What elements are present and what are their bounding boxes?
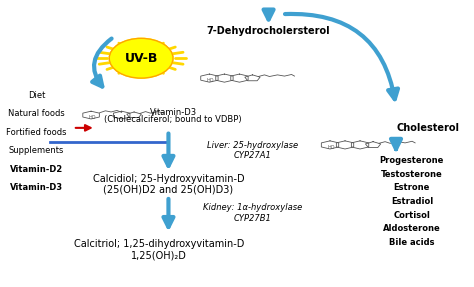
Text: Estrone: Estrone xyxy=(394,183,430,192)
Text: Aldosterone: Aldosterone xyxy=(383,224,441,233)
Text: Vitamin-D3: Vitamin-D3 xyxy=(10,183,63,192)
Text: Testosterone: Testosterone xyxy=(381,170,443,179)
Text: Cholesterol: Cholesterol xyxy=(396,123,459,133)
Text: Liver: 25-hydroxylase
CYP27A1: Liver: 25-hydroxylase CYP27A1 xyxy=(207,141,298,160)
Text: Calcitriol; 1,25-dihydroxyvitamin-D: Calcitriol; 1,25-dihydroxyvitamin-D xyxy=(74,239,245,249)
Text: (Cholecalciferol; bound to VDBP): (Cholecalciferol; bound to VDBP) xyxy=(104,115,242,124)
Text: HO: HO xyxy=(206,78,214,84)
Text: Supplements: Supplements xyxy=(9,146,64,155)
Text: Natural foods: Natural foods xyxy=(8,109,65,118)
Text: Vitamin-D3: Vitamin-D3 xyxy=(149,108,197,117)
Text: Calcidiol; 25-Hydroxyvitamin-D: Calcidiol; 25-Hydroxyvitamin-D xyxy=(92,174,244,184)
Text: UV-B: UV-B xyxy=(125,52,158,65)
Circle shape xyxy=(109,38,173,78)
Text: HO: HO xyxy=(327,145,335,150)
Text: 1,25(OH)₂D: 1,25(OH)₂D xyxy=(131,250,187,260)
Text: Fortified foods: Fortified foods xyxy=(6,128,67,137)
Text: Diet: Diet xyxy=(28,91,45,100)
Text: HO: HO xyxy=(88,115,96,120)
Text: Vitamin-D2: Vitamin-D2 xyxy=(10,164,63,174)
Text: Progesterone: Progesterone xyxy=(380,156,444,165)
Text: Estradiol: Estradiol xyxy=(391,197,433,206)
Text: Bile acids: Bile acids xyxy=(389,238,435,247)
Text: Cortisol: Cortisol xyxy=(393,211,430,220)
Text: 7-Dehydrocholersterol: 7-Dehydrocholersterol xyxy=(207,26,330,36)
Text: (25(OH)D2 and 25(OH)D3): (25(OH)D2 and 25(OH)D3) xyxy=(103,185,234,195)
Text: Kidney: 1α-hydroxylase
CYP27B1: Kidney: 1α-hydroxylase CYP27B1 xyxy=(203,203,302,223)
